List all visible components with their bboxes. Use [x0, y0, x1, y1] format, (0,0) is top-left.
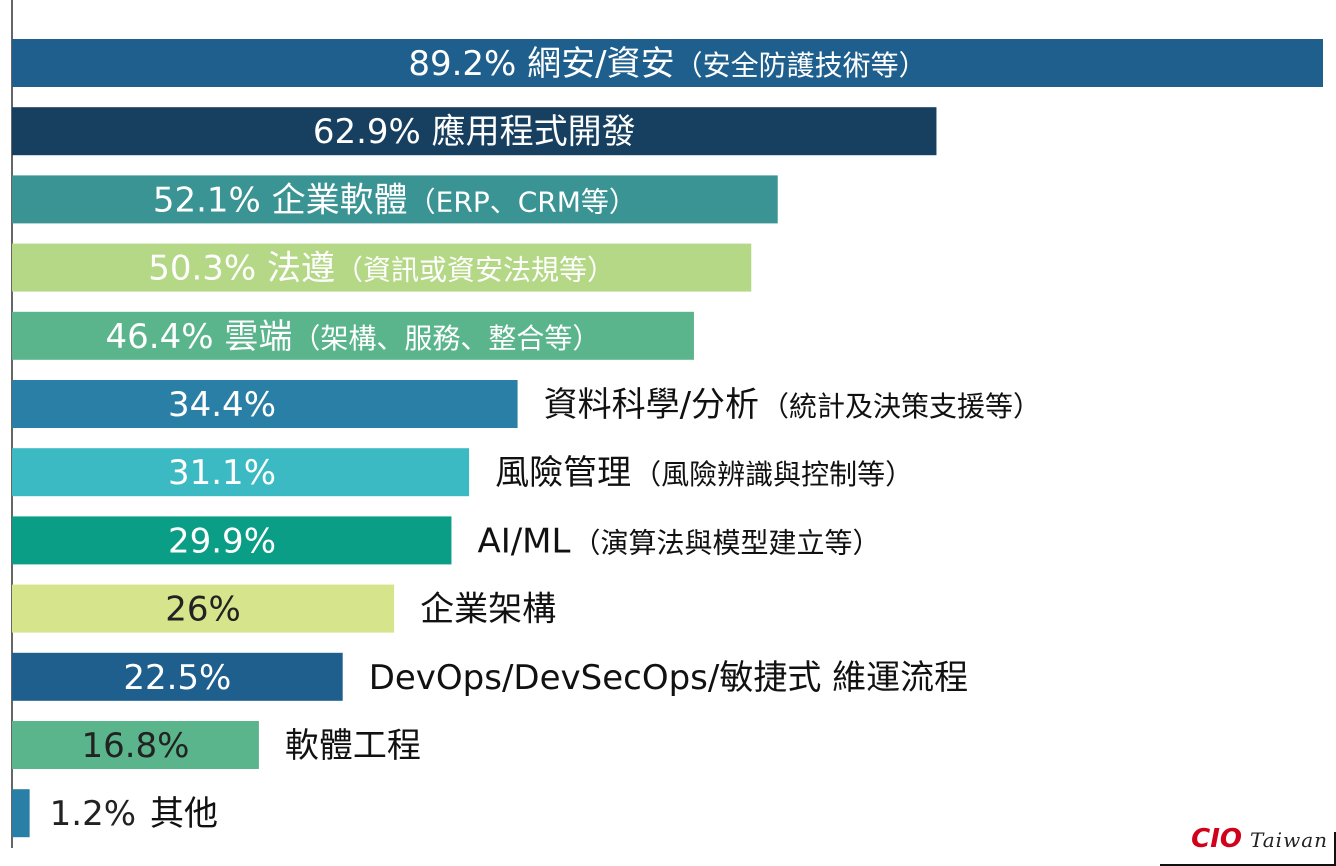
logo-region: Taiwan [1249, 828, 1328, 852]
category-label-0: 網安/資安 [527, 44, 674, 84]
category-label-10: 軟體工程 [285, 726, 421, 766]
category-note-6: （風險辨識與控制等） [633, 458, 913, 491]
bar-label-4: 46.4% 雲端（架構、服務、整合等） [106, 317, 601, 357]
category-label-5: 資料科學/分析 [544, 385, 759, 425]
category-label-8: 企業架構 [420, 590, 556, 630]
bar-7 [12, 516, 452, 565]
category-note-7: （演算法與模型建立等） [573, 526, 881, 559]
category-label-1: 應用程式開發 [432, 112, 636, 152]
bar-1 [12, 107, 937, 156]
value-label-0: 89.2% [408, 44, 527, 84]
value-label-9: 22.5% [123, 658, 231, 698]
bar-11 [12, 789, 30, 838]
value-label-2: 52.1% [153, 180, 272, 220]
category-note-0: （安全防護技術等） [675, 49, 927, 82]
bar-10 [12, 721, 259, 769]
value-label-1: 62.9% [313, 112, 432, 152]
value-label-10: 16.8% [81, 726, 189, 766]
bar-label-0: 89.2% 網安/資安（安全防護技術等） [408, 44, 926, 84]
logo-underline [1160, 864, 1336, 866]
bar-2 [12, 175, 778, 224]
value-label-8: 26% [165, 590, 241, 630]
category-note-2: （ERP、CRM等） [408, 185, 637, 218]
category-label-7: AI/ML [477, 521, 570, 561]
bar-4 [12, 311, 694, 360]
bar-label-2: 52.1% 企業軟體（ERP、CRM等） [153, 180, 637, 220]
cio-taiwan-logo: CIO Taiwan [1191, 824, 1328, 854]
logo-brand: CIO [1191, 824, 1242, 854]
category-label-11: 其他 [150, 794, 218, 834]
bar-8 [12, 584, 395, 633]
bar-3 [12, 243, 752, 292]
category-label-4: 雲端 [224, 317, 292, 357]
category-note-5: （統計及決策支援等） [761, 390, 1041, 423]
category-label-9: DevOps/DevSecOps/敏捷式 維運流程 [369, 658, 968, 698]
bar-5 [12, 380, 518, 428]
value-label-4: 46.4% [106, 317, 225, 357]
bar-0 [12, 39, 1323, 87]
bar-6 [12, 448, 470, 497]
logo-divider [1334, 832, 1336, 866]
category-label-6: 風險管理 [495, 453, 631, 493]
category-note-4: （架構、服務、整合等） [292, 322, 600, 355]
value-label-3: 50.3% [148, 249, 267, 289]
bar-label-1: 62.9% 應用程式開發 [313, 112, 636, 152]
value-label-11: 1.2% [50, 794, 136, 834]
value-label-5: 34.4% [168, 385, 276, 425]
bar-label-3: 50.3% 法遵（資訊或資安法規等） [148, 249, 615, 289]
bar-9 [12, 652, 343, 701]
category-label-3: 法遵 [267, 249, 335, 289]
category-note-3: （資訊或資安法規等） [335, 254, 615, 287]
value-label-6: 31.1% [168, 453, 276, 493]
value-label-7: 29.9% [168, 521, 276, 561]
category-label-2: 企業軟體 [272, 180, 408, 220]
